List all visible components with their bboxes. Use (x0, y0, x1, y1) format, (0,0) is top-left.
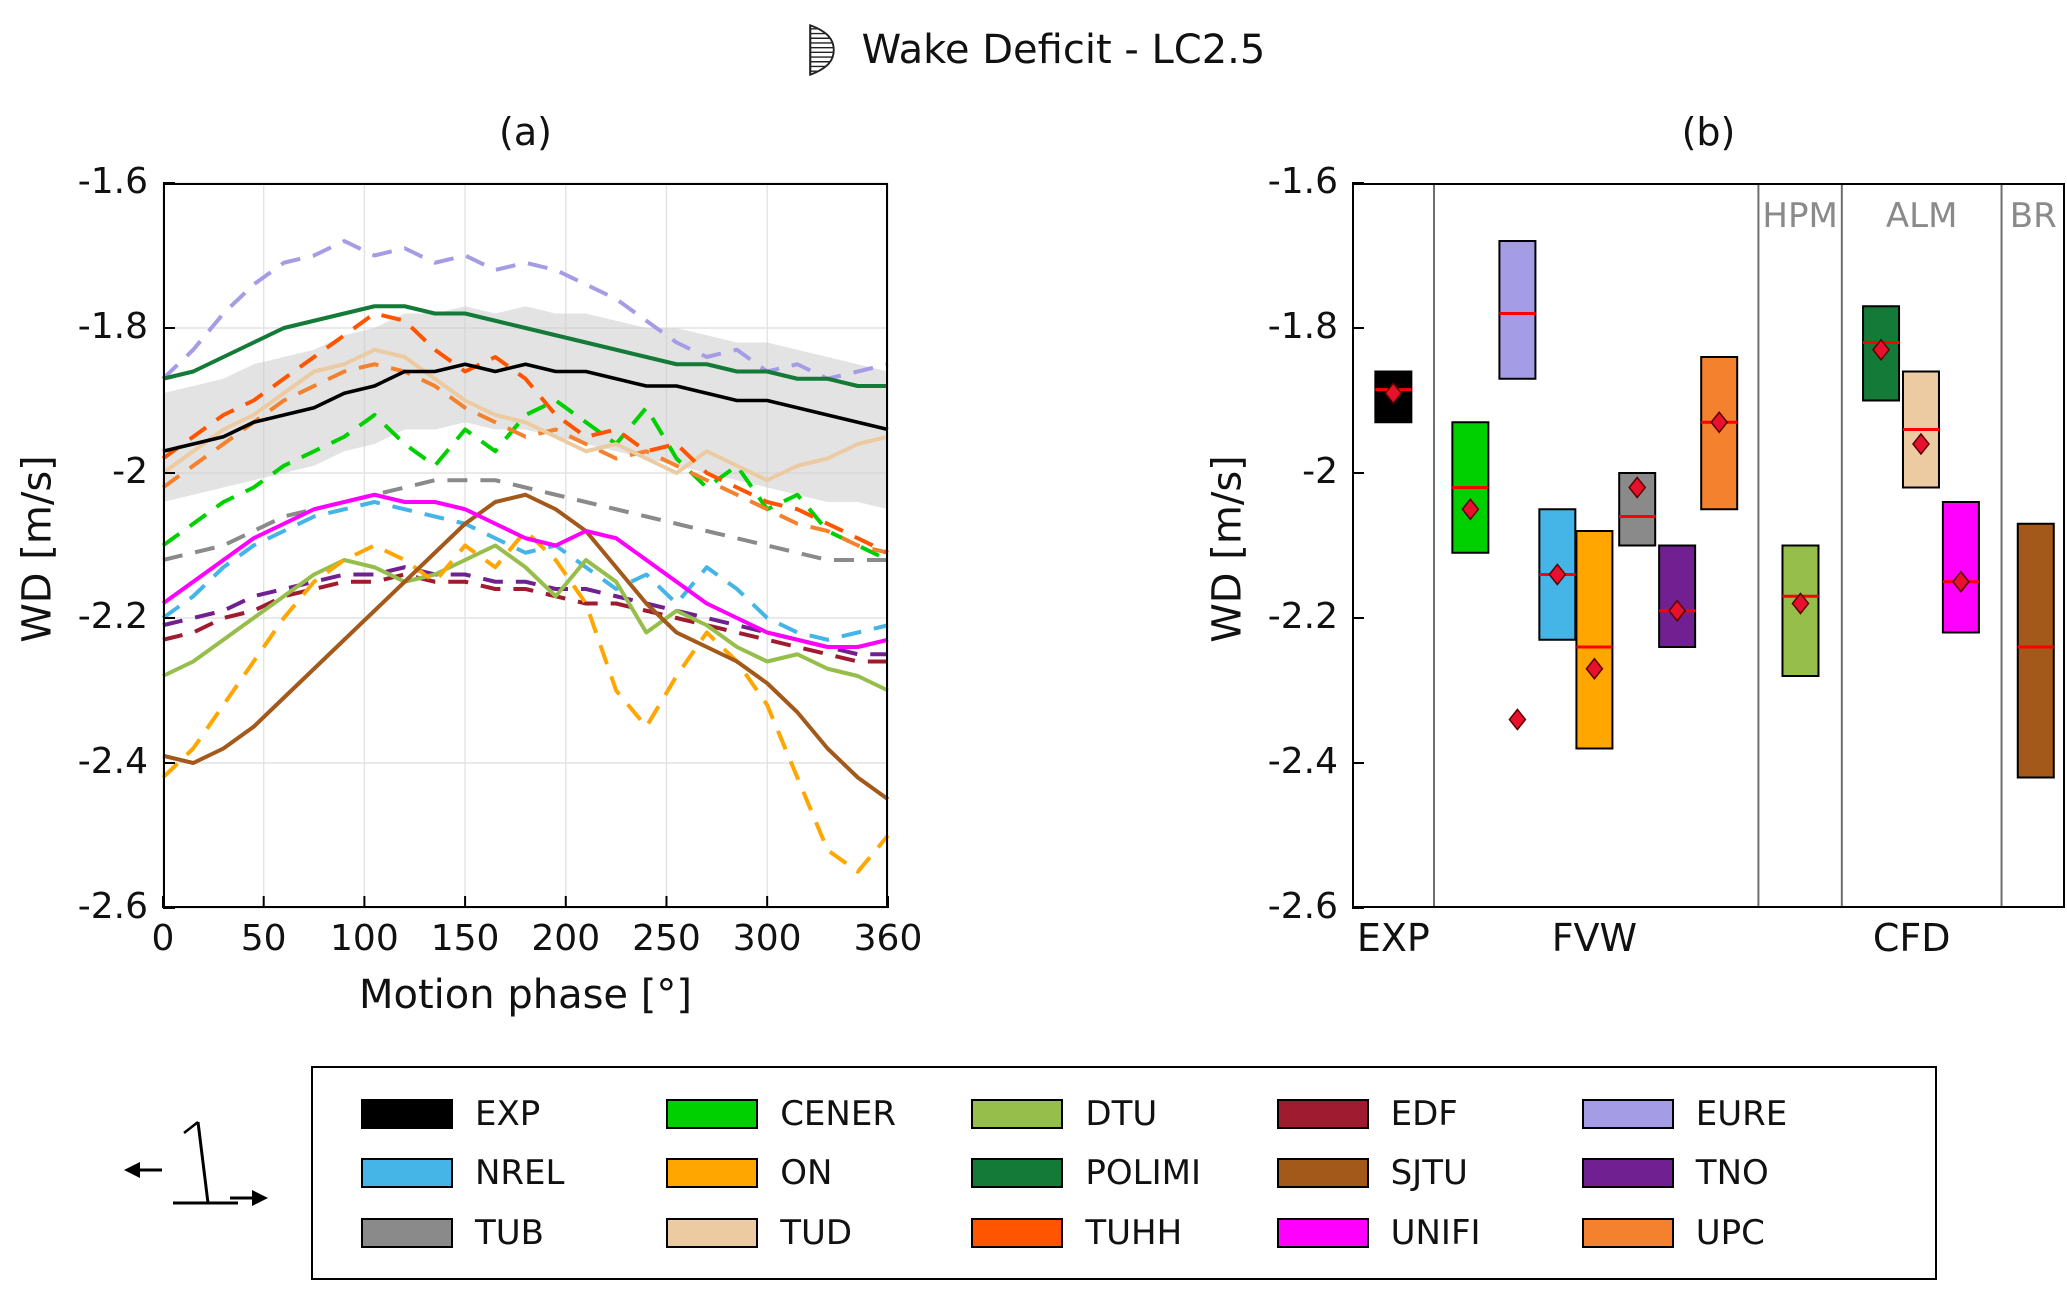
panel-a-y-tick-label: -2.4 (77, 741, 148, 782)
legend-box: EXP CENER DTU EDF EURE NREL ON POLIMI SJTU TNO TUB… (311, 1066, 1937, 1280)
legend-item-tud: TUD (666, 1213, 971, 1253)
legend-swatch-upc (1581, 1217, 1674, 1248)
legend-label: TUB (475, 1212, 544, 1253)
legend-label: SJTU (1390, 1153, 1468, 1193)
panel-a-x-tick-label: 150 (430, 918, 500, 959)
panel-b-y-tick-label: -2 (1302, 451, 1338, 492)
legend-item-eure: EURE (1581, 1093, 1887, 1134)
legend-swatch-tub (361, 1217, 453, 1248)
legend-label: TNO (1695, 1153, 1769, 1193)
legend-item-edf: EDF (1276, 1093, 1582, 1134)
legend-label: TUHH (1085, 1212, 1183, 1253)
figure-title: Wake Deficit - LC2.5 (861, 27, 1266, 73)
panel-b-y-tick-label: -1.6 (1267, 161, 1338, 202)
box-chart-panel-b: HPM ALM BR (1352, 182, 2065, 909)
wake-profile-icon (808, 23, 835, 77)
panel-b-category-label: FVW (1551, 916, 1638, 960)
panel-a-y-tick-label: -1.8 (77, 306, 148, 347)
legend-item-dtu: DTU (971, 1094, 1276, 1134)
panel-a-x-tick-label: 100 (330, 918, 399, 959)
panel-a-x-tick-label: 360 (853, 918, 923, 959)
legend-swatch-tno (1581, 1158, 1674, 1188)
title-row: Wake Deficit - LC2.5 (0, 22, 2067, 78)
legend-item-sjtu: SJTU (1276, 1153, 1582, 1193)
legend-swatch-sjtu (1276, 1158, 1369, 1188)
svg-text:ALM: ALM (1886, 196, 1958, 236)
surge-motion-icon (124, 1121, 268, 1206)
legend-item-on: ON (666, 1153, 971, 1193)
legend-item-unifi: UNIFI (1276, 1212, 1582, 1253)
line-chart-panel-a (161, 182, 890, 909)
legend-item-upc: UPC (1581, 1212, 1887, 1253)
legend-item-nrel: NREL (361, 1153, 666, 1193)
panel-a-x-tick-label: 50 (240, 918, 287, 959)
legend-swatch-polimi (971, 1158, 1064, 1188)
legend-swatch-nrel (361, 1158, 453, 1188)
legend-label: UNIFI (1390, 1212, 1481, 1253)
legend-label: TUD (780, 1212, 853, 1253)
panel-a-x-tick-label: 300 (732, 918, 802, 959)
svg-text:HPM: HPM (1762, 196, 1837, 236)
legend-item-tub: TUB (361, 1213, 666, 1253)
legend-swatch-dtu (971, 1098, 1064, 1129)
panel-a-label: (a) (499, 110, 552, 154)
panel-b-y-axis-label: WD [m/s] (1204, 455, 1251, 643)
panel-b-y-tick-label: -2.4 (1267, 741, 1338, 782)
panel-b-category-label: CFD (1872, 916, 1951, 960)
legend-item-tno: TNO (1581, 1153, 1887, 1193)
legend-swatch-cener (666, 1098, 759, 1129)
panel-a-x-tick-label: 200 (531, 918, 601, 959)
legend-label: CENER (780, 1093, 896, 1134)
legend-label: NREL (475, 1153, 565, 1193)
panel-b-y-tick-label: -2.6 (1267, 886, 1338, 927)
panel-a-y-axis-label: WD [m/s] (14, 455, 61, 643)
legend-label: ON (780, 1153, 833, 1193)
legend-item-exp: EXP (361, 1094, 666, 1134)
panel-b-y-tick-label: -2.2 (1267, 596, 1338, 637)
panel-b-category-label: EXP (1356, 916, 1430, 960)
panel-a-y-tick-label: -1.6 (77, 161, 148, 202)
panel-a-y-tick-label: -2.6 (77, 886, 148, 927)
legend-item-tuhh: TUHH (971, 1213, 1276, 1253)
panel-b-y-tick-label: -1.8 (1267, 306, 1338, 347)
panel-a-y-tick-label: -2.2 (77, 596, 148, 637)
legend-swatch-on (666, 1158, 759, 1188)
legend-label: POLIMI (1085, 1153, 1201, 1193)
legend-swatch-exp (361, 1098, 453, 1129)
panel-a-x-tick-label: 250 (632, 918, 701, 959)
panel-a-y-tick-label: -2 (112, 451, 148, 492)
panel-b-label: (b) (1681, 110, 1736, 154)
legend-label: EDF (1390, 1093, 1458, 1134)
legend-swatch-unifi (1276, 1217, 1369, 1248)
legend-swatch-tud (666, 1217, 759, 1248)
legend-label: EXP (475, 1093, 541, 1134)
legend-item-polimi: POLIMI (971, 1153, 1276, 1193)
legend-item-cener: CENER (666, 1094, 971, 1134)
legend-label: EURE (1695, 1093, 1788, 1134)
panel-a-x-axis-label: Motion phase [°] (359, 972, 692, 1018)
legend-label: DTU (1085, 1093, 1158, 1134)
svg-text:BR: BR (2010, 196, 2057, 236)
legend-swatch-tuhh (971, 1217, 1064, 1248)
panel-a-x-tick-label: 0 (151, 918, 175, 959)
legend-swatch-eure (1581, 1098, 1674, 1129)
legend-swatch-edf (1276, 1098, 1369, 1129)
legend-label: UPC (1695, 1212, 1765, 1253)
